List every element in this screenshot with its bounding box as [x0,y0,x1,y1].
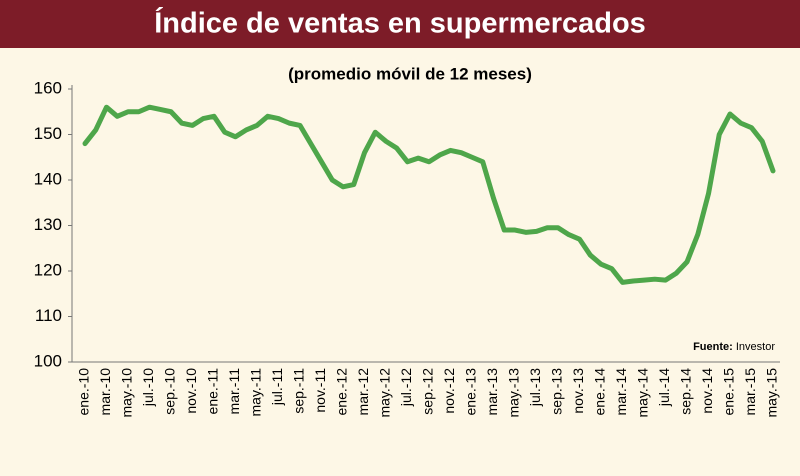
x-tick-label: ene.-13 [463,368,479,416]
x-tick-label: may.-15 [764,368,780,418]
x-tick-label: mar.-15 [742,368,758,416]
source: Fuente: Investor [693,341,775,353]
chart-subtitle: (promedio móvil de 12 meses) [288,64,532,83]
x-tick-label: ene.-10 [76,368,92,416]
y-tick-label: 140 [34,169,62,188]
chart-title: Índice de ventas en supermercados [154,6,646,40]
y-tick-label: 150 [34,124,62,143]
y-tick-label: 120 [34,260,62,279]
x-tick-label: mar.-10 [97,368,113,416]
x-tick-label: mar.-14 [613,368,629,416]
x-tick-label: may.-12 [377,368,393,418]
y-tick-label: 100 [34,351,62,370]
x-tick-label: jul.-10 [140,368,156,407]
y-tick-label: 130 [34,215,62,234]
x-tick-label: mar.-12 [355,368,371,416]
x-tick-label: ene.-12 [334,368,350,416]
x-tick-label: sep.-13 [549,368,565,415]
x-tick-label: ene.-14 [592,368,608,416]
x-tick-label: nov.-10 [183,368,199,414]
x-tick-label: nov.-13 [570,368,586,414]
x-tick-label: nov.-12 [441,368,457,414]
x-tick-label: sep.-12 [420,368,436,415]
x-tick-label: mar.-13 [484,368,500,416]
x-tick-label: sep.-10 [162,368,178,415]
x-tick-label: ene.-11 [205,368,221,415]
x-tick-label: nov.-11 [312,368,328,413]
y-tick-label: 110 [35,306,62,325]
title-bar [0,0,800,48]
x-tick-label: jul.-13 [527,368,543,407]
x-tick-label: sep.-11 [291,368,307,414]
source-text: Investor [736,341,775,353]
data-line [82,104,776,285]
x-tick-label: may.-14 [635,368,651,418]
x-tick-label: jul.-11 [269,368,285,406]
x-tick-label: sep.-14 [678,368,694,415]
x-tick-label: may.-10 [119,368,135,418]
x-tick-label: jul.-14 [656,368,672,407]
x-tick-label: mar.-11 [226,368,242,415]
x-tick-label: ene.-15 [721,368,737,416]
x-tick-label: may.-11 [248,368,264,417]
x-tick-label: may.-13 [506,368,522,418]
x-tick-label: jul.-12 [398,368,414,407]
x-tick-label: nov.-14 [699,368,715,414]
y-tick-label: 160 [34,78,62,97]
source-label: Fuente: [693,341,733,353]
